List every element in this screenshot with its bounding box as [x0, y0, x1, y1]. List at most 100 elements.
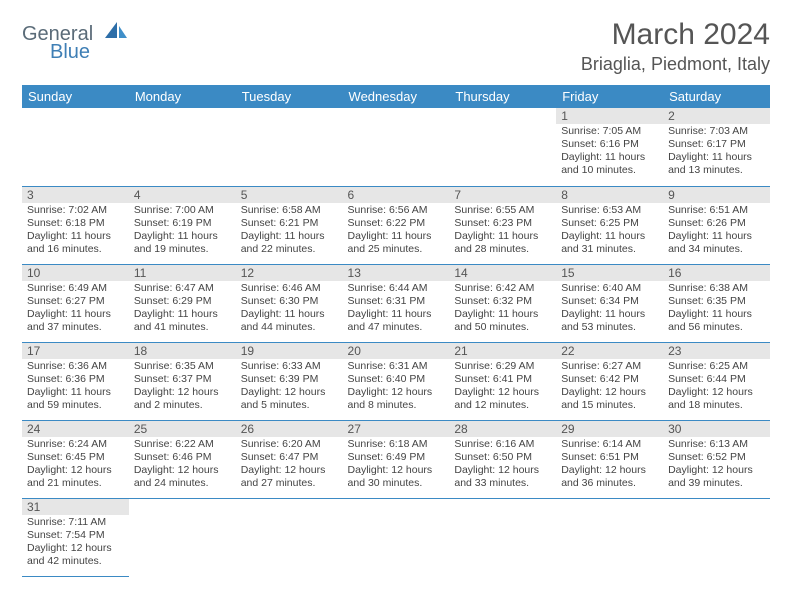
calendar-cell: 12Sunrise: 6:46 AMSunset: 6:30 PMDayligh… [236, 264, 343, 342]
sunset-text: Sunset: 6:22 PM [348, 217, 445, 230]
calendar-cell: 17Sunrise: 6:36 AMSunset: 6:36 PMDayligh… [22, 342, 129, 420]
daylight-text: Daylight: 11 hours and 28 minutes. [454, 230, 551, 256]
sunrise-text: Sunrise: 7:02 AM [27, 204, 124, 217]
day-number: 25 [129, 421, 236, 437]
daylight-text: Daylight: 11 hours and 53 minutes. [561, 308, 658, 334]
daylight-text: Daylight: 11 hours and 31 minutes. [561, 230, 658, 256]
daylight-text: Daylight: 11 hours and 37 minutes. [27, 308, 124, 334]
calendar-page: General Blue March 2024 Briaglia, Piedmo… [0, 0, 792, 595]
sunrise-text: Sunrise: 6:51 AM [668, 204, 765, 217]
weekday-header: Sunday [22, 85, 129, 108]
daylight-text: Daylight: 11 hours and 41 minutes. [134, 308, 231, 334]
day-number: 27 [343, 421, 450, 437]
weekday-header: Saturday [663, 85, 770, 108]
day-details: Sunrise: 6:14 AMSunset: 6:51 PMDaylight:… [556, 437, 663, 493]
daylight-text: Daylight: 11 hours and 59 minutes. [27, 386, 124, 412]
day-number: 21 [449, 343, 556, 359]
sunset-text: Sunset: 6:18 PM [27, 217, 124, 230]
calendar-cell: 19Sunrise: 6:33 AMSunset: 6:39 PMDayligh… [236, 342, 343, 420]
weekday-header: Monday [129, 85, 236, 108]
daylight-text: Daylight: 11 hours and 34 minutes. [668, 230, 765, 256]
sunset-text: Sunset: 6:35 PM [668, 295, 765, 308]
brand-part2: Blue [50, 42, 129, 62]
daylight-text: Daylight: 11 hours and 22 minutes. [241, 230, 338, 256]
daylight-text: Daylight: 12 hours and 24 minutes. [134, 464, 231, 490]
page-title: March 2024 [581, 18, 770, 52]
daylight-text: Daylight: 12 hours and 36 minutes. [561, 464, 658, 490]
day-number: 20 [343, 343, 450, 359]
calendar-header-row: SundayMondayTuesdayWednesdayThursdayFrid… [22, 85, 770, 108]
sunrise-text: Sunrise: 6:31 AM [348, 360, 445, 373]
sunrise-text: Sunrise: 6:55 AM [454, 204, 551, 217]
day-details: Sunrise: 6:56 AMSunset: 6:22 PMDaylight:… [343, 203, 450, 259]
day-number: 14 [449, 265, 556, 281]
sunrise-text: Sunrise: 6:20 AM [241, 438, 338, 451]
daylight-text: Daylight: 12 hours and 5 minutes. [241, 386, 338, 412]
day-number: 6 [343, 187, 450, 203]
calendar-cell: 26Sunrise: 6:20 AMSunset: 6:47 PMDayligh… [236, 420, 343, 498]
sunrise-text: Sunrise: 6:33 AM [241, 360, 338, 373]
day-details: Sunrise: 6:40 AMSunset: 6:34 PMDaylight:… [556, 281, 663, 337]
day-details: Sunrise: 6:25 AMSunset: 6:44 PMDaylight:… [663, 359, 770, 415]
sunset-text: Sunset: 6:45 PM [27, 451, 124, 464]
day-details: Sunrise: 6:13 AMSunset: 6:52 PMDaylight:… [663, 437, 770, 493]
day-number: 13 [343, 265, 450, 281]
calendar-cell: 3Sunrise: 7:02 AMSunset: 6:18 PMDaylight… [22, 186, 129, 264]
day-details: Sunrise: 6:47 AMSunset: 6:29 PMDaylight:… [129, 281, 236, 337]
calendar-cell [129, 108, 236, 186]
sunset-text: Sunset: 6:29 PM [134, 295, 231, 308]
day-number: 10 [22, 265, 129, 281]
calendar-cell: 10Sunrise: 6:49 AMSunset: 6:27 PMDayligh… [22, 264, 129, 342]
calendar-cell: 31Sunrise: 7:11 AMSunset: 7:54 PMDayligh… [22, 498, 129, 576]
day-details: Sunrise: 6:55 AMSunset: 6:23 PMDaylight:… [449, 203, 556, 259]
calendar-week-row: 31Sunrise: 7:11 AMSunset: 7:54 PMDayligh… [22, 498, 770, 576]
sunrise-text: Sunrise: 6:13 AM [668, 438, 765, 451]
sunrise-text: Sunrise: 6:35 AM [134, 360, 231, 373]
day-number: 28 [449, 421, 556, 437]
day-details: Sunrise: 6:42 AMSunset: 6:32 PMDaylight:… [449, 281, 556, 337]
calendar-cell: 1Sunrise: 7:05 AMSunset: 6:16 PMDaylight… [556, 108, 663, 186]
sunset-text: Sunset: 6:52 PM [668, 451, 765, 464]
sunset-text: Sunset: 6:41 PM [454, 373, 551, 386]
calendar-week-row: 24Sunrise: 6:24 AMSunset: 6:45 PMDayligh… [22, 420, 770, 498]
sunrise-text: Sunrise: 6:22 AM [134, 438, 231, 451]
sunset-text: Sunset: 6:23 PM [454, 217, 551, 230]
calendar-cell: 30Sunrise: 6:13 AMSunset: 6:52 PMDayligh… [663, 420, 770, 498]
calendar-cell [129, 498, 236, 576]
day-details: Sunrise: 6:33 AMSunset: 6:39 PMDaylight:… [236, 359, 343, 415]
weekday-header: Wednesday [343, 85, 450, 108]
calendar-cell: 6Sunrise: 6:56 AMSunset: 6:22 PMDaylight… [343, 186, 450, 264]
calendar-cell: 15Sunrise: 6:40 AMSunset: 6:34 PMDayligh… [556, 264, 663, 342]
day-details: Sunrise: 7:00 AMSunset: 6:19 PMDaylight:… [129, 203, 236, 259]
day-number: 23 [663, 343, 770, 359]
day-number: 9 [663, 187, 770, 203]
day-details: Sunrise: 7:11 AMSunset: 7:54 PMDaylight:… [22, 515, 129, 571]
day-number: 1 [556, 108, 663, 124]
sunrise-text: Sunrise: 6:16 AM [454, 438, 551, 451]
day-details: Sunrise: 6:29 AMSunset: 6:41 PMDaylight:… [449, 359, 556, 415]
sunset-text: Sunset: 6:36 PM [27, 373, 124, 386]
calendar-cell: 21Sunrise: 6:29 AMSunset: 6:41 PMDayligh… [449, 342, 556, 420]
sunset-text: Sunset: 6:51 PM [561, 451, 658, 464]
sunrise-text: Sunrise: 7:05 AM [561, 125, 658, 138]
day-details: Sunrise: 6:35 AMSunset: 6:37 PMDaylight:… [129, 359, 236, 415]
daylight-text: Daylight: 12 hours and 42 minutes. [27, 542, 124, 568]
day-details: Sunrise: 7:05 AMSunset: 6:16 PMDaylight:… [556, 124, 663, 180]
day-details: Sunrise: 6:27 AMSunset: 6:42 PMDaylight:… [556, 359, 663, 415]
day-details: Sunrise: 6:31 AMSunset: 6:40 PMDaylight:… [343, 359, 450, 415]
day-number: 24 [22, 421, 129, 437]
sunset-text: Sunset: 6:19 PM [134, 217, 231, 230]
day-details: Sunrise: 6:58 AMSunset: 6:21 PMDaylight:… [236, 203, 343, 259]
calendar-cell: 25Sunrise: 6:22 AMSunset: 6:46 PMDayligh… [129, 420, 236, 498]
calendar-cell: 20Sunrise: 6:31 AMSunset: 6:40 PMDayligh… [343, 342, 450, 420]
calendar-cell: 24Sunrise: 6:24 AMSunset: 6:45 PMDayligh… [22, 420, 129, 498]
day-number: 29 [556, 421, 663, 437]
daylight-text: Daylight: 12 hours and 8 minutes. [348, 386, 445, 412]
sunrise-text: Sunrise: 7:00 AM [134, 204, 231, 217]
day-details: Sunrise: 6:16 AMSunset: 6:50 PMDaylight:… [449, 437, 556, 493]
calendar-cell: 23Sunrise: 6:25 AMSunset: 6:44 PMDayligh… [663, 342, 770, 420]
day-number: 5 [236, 187, 343, 203]
daylight-text: Daylight: 11 hours and 16 minutes. [27, 230, 124, 256]
calendar-cell: 22Sunrise: 6:27 AMSunset: 6:42 PMDayligh… [556, 342, 663, 420]
daylight-text: Daylight: 12 hours and 39 minutes. [668, 464, 765, 490]
